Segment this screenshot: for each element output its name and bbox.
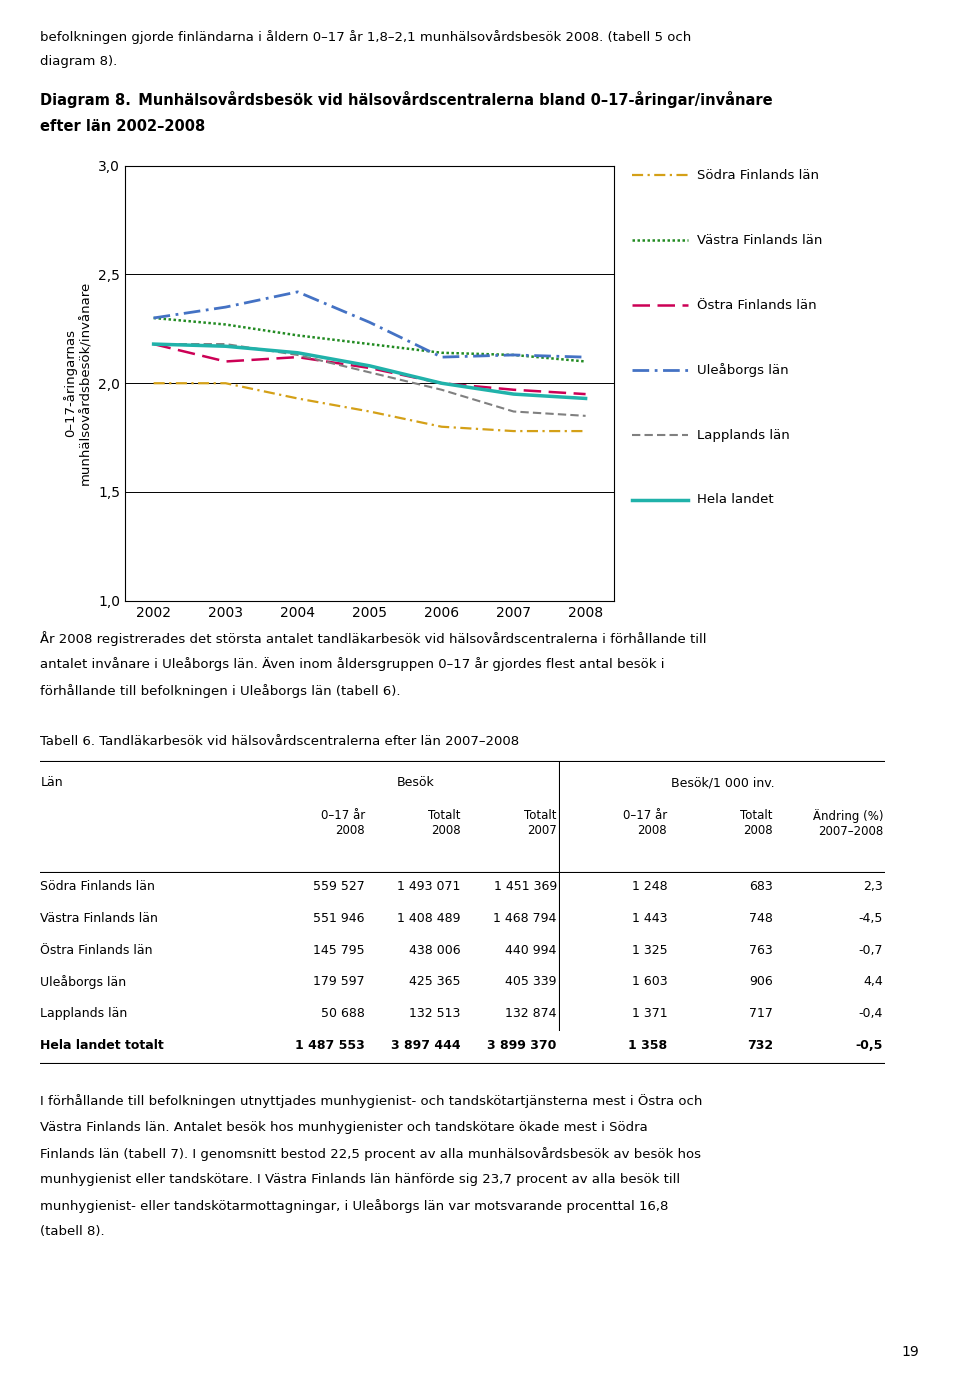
Text: 425 365: 425 365 (409, 975, 461, 989)
Text: 1 358: 1 358 (628, 1039, 667, 1052)
Text: Totalt
2007: Totalt 2007 (524, 808, 557, 837)
Text: 1 603: 1 603 (632, 975, 667, 989)
Text: 1 443: 1 443 (632, 911, 667, 925)
Text: munhygienist- eller tandskötarmottagningar, i Uleåborgs län var motsvarande proc: munhygienist- eller tandskötarmottagning… (40, 1199, 669, 1213)
Text: 132 874: 132 874 (505, 1007, 557, 1021)
Text: 763: 763 (749, 943, 773, 957)
Text: Hela landet: Hela landet (697, 493, 774, 507)
Text: Östra Finlands län: Östra Finlands län (40, 943, 153, 957)
Text: 551 946: 551 946 (313, 911, 365, 925)
Text: (tabell 8).: (tabell 8). (40, 1225, 105, 1239)
Text: munhygienist eller tandskötare. I Västra Finlands län hänförde sig 23,7 procent : munhygienist eller tandskötare. I Västra… (40, 1172, 681, 1186)
Text: Hela landet totalt: Hela landet totalt (40, 1039, 164, 1052)
Text: 179 597: 179 597 (313, 975, 365, 989)
Text: befolkningen gjorde finländarna i åldern 0–17 år 1,8–2,1 munhälsovårdsbesök 2008: befolkningen gjorde finländarna i åldern… (40, 30, 691, 44)
Text: 3 899 370: 3 899 370 (488, 1039, 557, 1052)
Text: Tabell 6. Tandläkarbesök vid hälsovårdscentralerna efter län 2007–2008: Tabell 6. Tandläkarbesök vid hälsovårdsc… (40, 735, 519, 747)
Text: antalet invånare i Uleåborgs län. Även inom åldersgruppen 0–17 år gjordes flest : antalet invånare i Uleåborgs län. Även i… (40, 657, 665, 671)
Text: 3 897 444: 3 897 444 (391, 1039, 461, 1052)
Text: 440 994: 440 994 (505, 943, 557, 957)
Text: Lapplands län: Lapplands län (40, 1007, 128, 1021)
Text: 1 325: 1 325 (632, 943, 667, 957)
Text: förhållande till befolkningen i Uleåborgs län (tabell 6).: förhållande till befolkningen i Uleåborg… (40, 684, 401, 697)
Text: 906: 906 (749, 975, 773, 989)
Text: -0,5: -0,5 (855, 1039, 883, 1052)
Text: 748: 748 (749, 911, 773, 925)
Text: 1 451 369: 1 451 369 (493, 880, 557, 894)
Text: 1 248: 1 248 (632, 880, 667, 894)
Text: Västra Finlands län. Antalet besök hos munhygienister och tandskötare ökade mest: Västra Finlands län. Antalet besök hos m… (40, 1120, 648, 1134)
Text: 683: 683 (749, 880, 773, 894)
Text: 717: 717 (749, 1007, 773, 1021)
Text: Totalt
2008: Totalt 2008 (740, 808, 773, 837)
Text: 1 408 489: 1 408 489 (397, 911, 461, 925)
Text: 1 468 794: 1 468 794 (493, 911, 557, 925)
Y-axis label: 0–17-åringarnas
munhälsovårdsbesök/invånare: 0–17-åringarnas munhälsovårdsbesök/invån… (63, 282, 92, 485)
Text: Södra Finlands län: Södra Finlands län (40, 880, 156, 894)
Text: Län: Län (40, 776, 63, 789)
Text: 132 513: 132 513 (409, 1007, 461, 1021)
Text: -4,5: -4,5 (859, 911, 883, 925)
Text: 1 487 553: 1 487 553 (295, 1039, 365, 1052)
Text: Finlands län (tabell 7). I genomsnitt bestod 22,5 procent av alla munhälsovårdsb: Finlands län (tabell 7). I genomsnitt be… (40, 1146, 702, 1160)
Text: efter län 2002–2008: efter län 2002–2008 (40, 119, 205, 134)
Text: Västra Finlands län: Västra Finlands län (40, 911, 158, 925)
Text: 4,4: 4,4 (863, 975, 883, 989)
Text: Västra Finlands län: Västra Finlands län (697, 233, 823, 247)
Text: 2,3: 2,3 (863, 880, 883, 894)
Text: Lapplands län: Lapplands län (697, 428, 790, 442)
Text: 405 339: 405 339 (505, 975, 557, 989)
Text: 19: 19 (902, 1345, 920, 1359)
Text: Totalt
2008: Totalt 2008 (428, 808, 461, 837)
Text: 1 371: 1 371 (632, 1007, 667, 1021)
Text: Besök: Besök (396, 776, 434, 789)
Text: -0,7: -0,7 (858, 943, 883, 957)
Text: 145 795: 145 795 (313, 943, 365, 957)
Text: Ändring (%)
2007–2008: Ändring (%) 2007–2008 (813, 808, 883, 837)
Text: diagram 8).: diagram 8). (40, 55, 117, 68)
Text: Diagram 8. Munhälsovårdsbesök vid hälsovårdscentralerna bland 0–17-åringar/invån: Diagram 8. Munhälsovårdsbesök vid hälsov… (40, 91, 773, 108)
Text: 0–17 år
2008: 0–17 år 2008 (623, 808, 667, 837)
Text: 0–17 år
2008: 0–17 år 2008 (321, 808, 365, 837)
Text: 438 006: 438 006 (409, 943, 461, 957)
Text: Besök/1 000 inv.: Besök/1 000 inv. (671, 776, 774, 789)
Text: Södra Finlands län: Södra Finlands län (697, 168, 819, 182)
Text: Östra Finlands län: Östra Finlands län (697, 298, 817, 312)
Text: 1 493 071: 1 493 071 (397, 880, 461, 894)
Text: Uleåborgs län: Uleåborgs län (697, 363, 788, 377)
Text: 50 688: 50 688 (321, 1007, 365, 1021)
Text: I förhållande till befolkningen utnyttjades munhygienist- och tandskötartjänster: I förhållande till befolkningen utnyttja… (40, 1094, 703, 1108)
Text: År 2008 registrerades det största antalet tandläkarbesök vid hälsovårdscentraler: År 2008 registrerades det största antale… (40, 631, 707, 646)
Text: 559 527: 559 527 (313, 880, 365, 894)
Text: 732: 732 (747, 1039, 773, 1052)
Text: Uleåborgs län: Uleåborgs län (40, 975, 127, 989)
Text: -0,4: -0,4 (859, 1007, 883, 1021)
